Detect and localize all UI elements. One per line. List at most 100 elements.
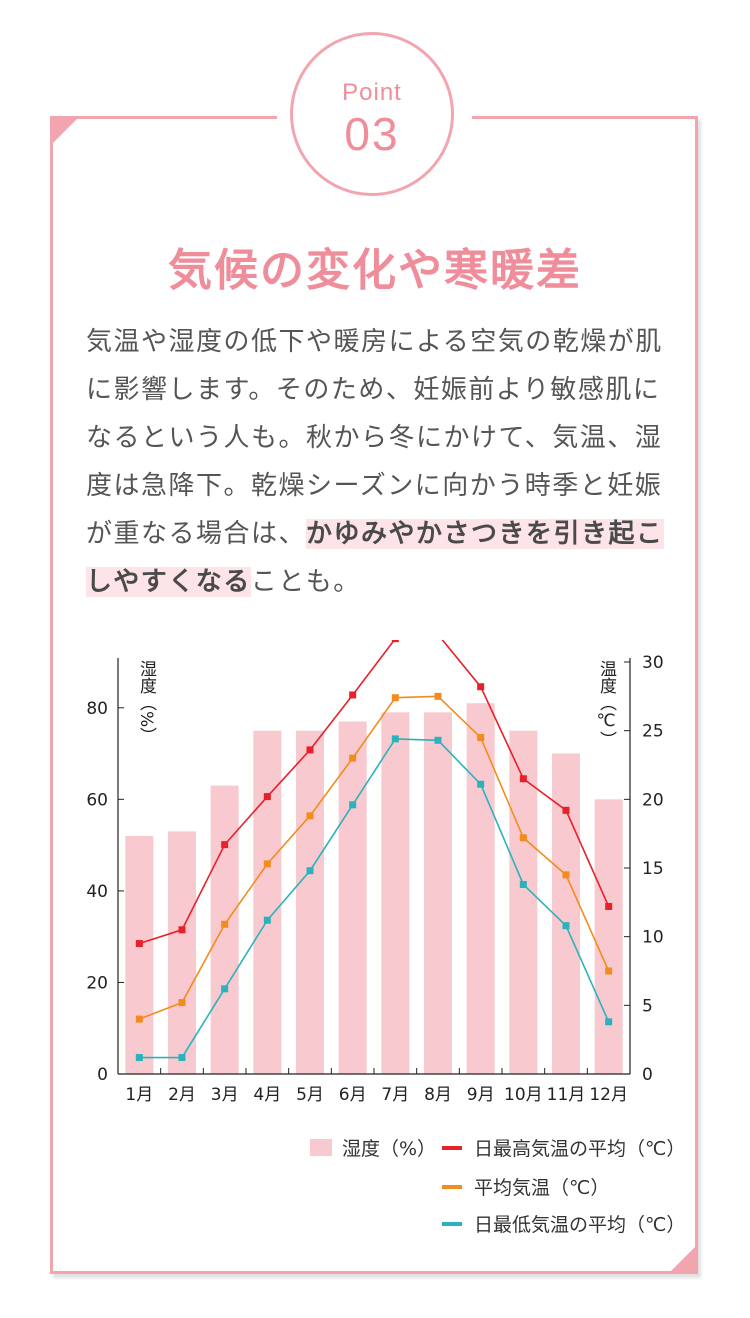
avg-temp-point-7 bbox=[391, 694, 399, 702]
min-temp-point-9 bbox=[477, 780, 485, 788]
avg-temp-point-3 bbox=[221, 920, 229, 928]
avg-temp-point-12 bbox=[605, 967, 613, 975]
humidity-bar-12 bbox=[594, 799, 623, 1074]
max-temp-point-10 bbox=[519, 775, 527, 783]
max-temp-point-3 bbox=[221, 841, 229, 849]
avg-temp-point-10 bbox=[519, 834, 527, 842]
x-tick-label: 3月 bbox=[211, 1085, 239, 1105]
humidity-bar-8 bbox=[424, 712, 452, 1074]
x-tick-label: 8月 bbox=[424, 1085, 452, 1105]
right-tick-label: 15 bbox=[642, 859, 664, 879]
min-temp-line bbox=[139, 738, 610, 1059]
left-tick-label: 80 bbox=[86, 699, 108, 719]
right-tick-label: 5 bbox=[642, 996, 653, 1016]
avg-temp-point-5 bbox=[306, 812, 314, 820]
left-tick-label: 0 bbox=[97, 1065, 108, 1085]
max-temp-point-2 bbox=[178, 926, 186, 934]
avg-temp-point-9 bbox=[477, 734, 485, 742]
min-temp-point-7 bbox=[391, 735, 399, 743]
y-axis-right-title: 温度（℃） bbox=[596, 660, 617, 748]
max-temp-line bbox=[139, 640, 610, 945]
avg-temp-point-4 bbox=[263, 860, 271, 868]
corner-decoration-bottom-right bbox=[670, 1246, 696, 1272]
legend-item-avg-temp: 平均気温（℃） bbox=[442, 1173, 609, 1200]
max-temp-point-4 bbox=[263, 793, 271, 801]
legend-swatch-min-temp bbox=[442, 1221, 462, 1226]
humidity-bar-4 bbox=[253, 730, 282, 1074]
avg-temp-line bbox=[139, 695, 610, 1020]
x-tick-label: 12月 bbox=[589, 1085, 628, 1105]
chart-legend: 湿度（%） 日最高気温の平均（℃） 平均気温（℃） 日最低気温の平均（℃） bbox=[60, 1128, 690, 1238]
max-temp-point-12 bbox=[605, 902, 613, 910]
x-tick-label: 2月 bbox=[168, 1085, 196, 1105]
legend-item-min-temp: 日最低気温の平均（℃） bbox=[442, 1210, 685, 1237]
legend-item-max-temp: 日最高気温の平均（℃） bbox=[442, 1134, 685, 1161]
humidity-bar-2 bbox=[168, 831, 196, 1074]
legend-label-avg-temp: 平均気温（℃） bbox=[474, 1177, 610, 1199]
section-title: 気候の変化や寒暖差 bbox=[168, 245, 582, 296]
body-text: 気温や湿度の低下や暖房による空気の乾燥が肌に影響します。そのため、妊娠前より敏感… bbox=[86, 318, 676, 606]
corner-decoration-top-left bbox=[52, 118, 78, 144]
min-temp-point-12 bbox=[605, 1018, 613, 1026]
body-text-main: 気温や湿度の低下や暖房による空気の乾燥が肌に影響します。そのため、妊娠前より敏感… bbox=[86, 327, 663, 549]
max-temp-point-9 bbox=[477, 683, 485, 691]
badge-point-label: Point bbox=[342, 79, 402, 106]
min-temp-point-6 bbox=[349, 801, 357, 809]
legend-label-humidity: 湿度（%） bbox=[342, 1138, 437, 1160]
min-temp-point-8 bbox=[434, 736, 442, 744]
humidity-bar-6 bbox=[338, 721, 367, 1074]
humidity-bar-3 bbox=[210, 785, 239, 1074]
avg-temp-point-11 bbox=[562, 871, 570, 879]
badge-number: 03 bbox=[344, 108, 400, 160]
right-tick-label: 25 bbox=[642, 722, 664, 742]
right-tick-label: 30 bbox=[642, 653, 664, 673]
x-tick-label: 9月 bbox=[467, 1085, 495, 1105]
x-tick-label: 4月 bbox=[253, 1085, 281, 1105]
min-temp-point-11 bbox=[562, 922, 570, 930]
x-tick-label: 1月 bbox=[125, 1085, 153, 1105]
right-tick-label: 10 bbox=[642, 928, 664, 948]
humidity-bar-9 bbox=[466, 703, 495, 1074]
left-tick-label: 20 bbox=[86, 973, 108, 993]
min-temp-point-4 bbox=[263, 916, 271, 924]
avg-temp-point-1 bbox=[135, 1015, 143, 1023]
legend-item-humidity: 湿度（%） bbox=[310, 1134, 436, 1161]
y-axis-left-title: 湿度（%） bbox=[136, 660, 157, 744]
min-temp-point-1 bbox=[135, 1054, 143, 1062]
avg-temp-point-2 bbox=[178, 999, 186, 1007]
x-tick-label: 7月 bbox=[381, 1085, 409, 1105]
max-temp-point-7 bbox=[391, 640, 399, 643]
legend-swatch-avg-temp bbox=[442, 1184, 462, 1189]
avg-temp-point-6 bbox=[349, 754, 357, 762]
climate-chart-svg: 0 20 40 60 80 0 5 10 15 20 25 30 1月 2月 3月 4月 5月 6月 7月 8月 9月 1… bbox=[86, 640, 664, 1105]
legend-swatch-max-temp bbox=[442, 1145, 462, 1150]
point-badge: Point 03 bbox=[290, 32, 454, 196]
x-tick-label: 11月 bbox=[547, 1085, 586, 1105]
body-text-end: ことも。 bbox=[250, 567, 361, 597]
humidity-bar-7 bbox=[381, 712, 410, 1074]
x-tick-label: 5月 bbox=[296, 1085, 324, 1105]
humidity-bar-5 bbox=[296, 730, 324, 1074]
legend-swatch-humidity bbox=[310, 1139, 332, 1156]
min-temp-point-10 bbox=[519, 880, 527, 888]
point-card bbox=[50, 116, 698, 1274]
climate-chart: 0 20 40 60 80 0 5 10 15 20 25 30 1月 2月 3月 4月 5月 6月 7月 8月 9月 1… bbox=[60, 640, 690, 1110]
right-tick-label: 20 bbox=[642, 790, 664, 810]
right-tick-label: 0 bbox=[642, 1065, 653, 1085]
humidity-bar-11 bbox=[552, 753, 580, 1074]
min-temp-point-2 bbox=[178, 1054, 186, 1062]
max-temp-point-5 bbox=[306, 746, 314, 754]
max-temp-point-1 bbox=[135, 940, 143, 948]
humidity-bar-10 bbox=[509, 730, 538, 1074]
min-temp-point-5 bbox=[306, 867, 314, 875]
left-tick-label: 60 bbox=[86, 790, 108, 810]
legend-label-min-temp: 日最低気温の平均（℃） bbox=[474, 1214, 686, 1236]
x-tick-label: 6月 bbox=[339, 1085, 367, 1105]
max-temp-point-11 bbox=[562, 806, 570, 814]
avg-temp-point-8 bbox=[434, 692, 442, 700]
legend-label-max-temp: 日最高気温の平均（℃） bbox=[474, 1138, 686, 1160]
max-temp-point-6 bbox=[349, 691, 357, 699]
left-tick-label: 40 bbox=[86, 882, 108, 902]
humidity-bar-1 bbox=[125, 835, 154, 1074]
min-temp-point-3 bbox=[221, 985, 229, 993]
